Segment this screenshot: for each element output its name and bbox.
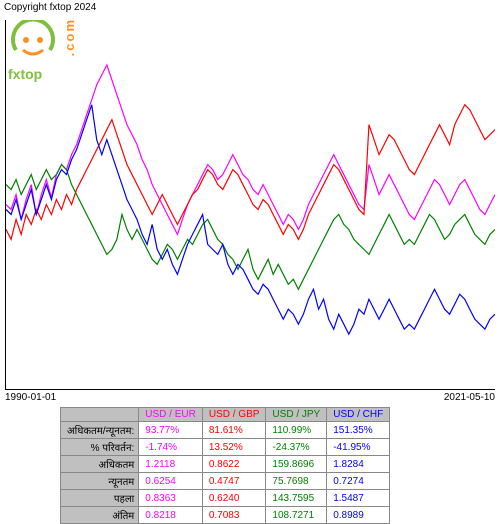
x-axis-start-label: 1990-01-01 <box>5 392 56 403</box>
table-cell: 0.6240 <box>202 490 266 507</box>
table-cell: 143.7595 <box>266 490 327 507</box>
currency-data-table: USD / EURUSD / GBPUSD / JPYUSD / CHF अधि… <box>60 407 390 524</box>
currency-chart <box>5 20 495 390</box>
table-cell: 1.8284 <box>327 456 390 473</box>
table-cell: 75.7698 <box>266 473 327 490</box>
table-cell: -41.95% <box>327 439 390 456</box>
row-label: पहला <box>61 490 139 507</box>
table-cell: 81.61% <box>202 422 266 439</box>
table-cell: 0.4747 <box>202 473 266 490</box>
table-cell: 110.99% <box>266 422 327 439</box>
column-header: USD / EUR <box>139 408 203 422</box>
table-cell: 0.8989 <box>327 507 390 524</box>
series-line <box>6 105 495 240</box>
table-cell: 108.7271 <box>266 507 327 524</box>
table-cell: -1.74% <box>139 439 203 456</box>
table-cell: 13.52% <box>202 439 266 456</box>
column-header: USD / GBP <box>202 408 266 422</box>
table-row: अधिकतम1.21180.8622159.86961.8284 <box>61 456 390 473</box>
column-header: USD / JPY <box>266 408 327 422</box>
row-label: अंतिम <box>61 507 139 524</box>
chart-lines <box>6 20 495 389</box>
table-cell: 159.8696 <box>266 456 327 473</box>
row-label: न्यूनतम <box>61 473 139 490</box>
table-cell: -24.37% <box>266 439 327 456</box>
row-label: अधिकतम/न्यूनतम: <box>61 422 139 439</box>
row-label: % परिवर्तन: <box>61 439 139 456</box>
table-row: अधिकतम/न्यूनतम:93.77%81.61%110.99%151.35… <box>61 422 390 439</box>
x-axis-end-label: 2021-05-10 <box>444 392 495 403</box>
row-label: अधिकतम <box>61 456 139 473</box>
table-cell: 1.5487 <box>327 490 390 507</box>
table-cell: 0.7274 <box>327 473 390 490</box>
table-row: पहला0.83630.6240143.75951.5487 <box>61 490 390 507</box>
table-row: न्यूनतम0.62540.474775.76980.7274 <box>61 473 390 490</box>
table-row: अंतिम0.82180.7083108.72710.8989 <box>61 507 390 524</box>
table-cell: 0.6254 <box>139 473 203 490</box>
table-cell: 0.7083 <box>202 507 266 524</box>
series-line <box>6 65 495 235</box>
table-cell: 0.8218 <box>139 507 203 524</box>
series-line <box>6 105 495 334</box>
table-cell: 0.8622 <box>202 456 266 473</box>
table-cell: 93.77% <box>139 422 203 439</box>
copyright-text: Copyright fxtop 2024 <box>4 2 96 13</box>
table-corner <box>61 408 139 422</box>
column-header: USD / CHF <box>327 408 390 422</box>
table-row: % परिवर्तन:-1.74%13.52%-24.37%-41.95% <box>61 439 390 456</box>
table-cell: 0.8363 <box>139 490 203 507</box>
table-cell: 1.2118 <box>139 456 203 473</box>
table-cell: 151.35% <box>327 422 390 439</box>
